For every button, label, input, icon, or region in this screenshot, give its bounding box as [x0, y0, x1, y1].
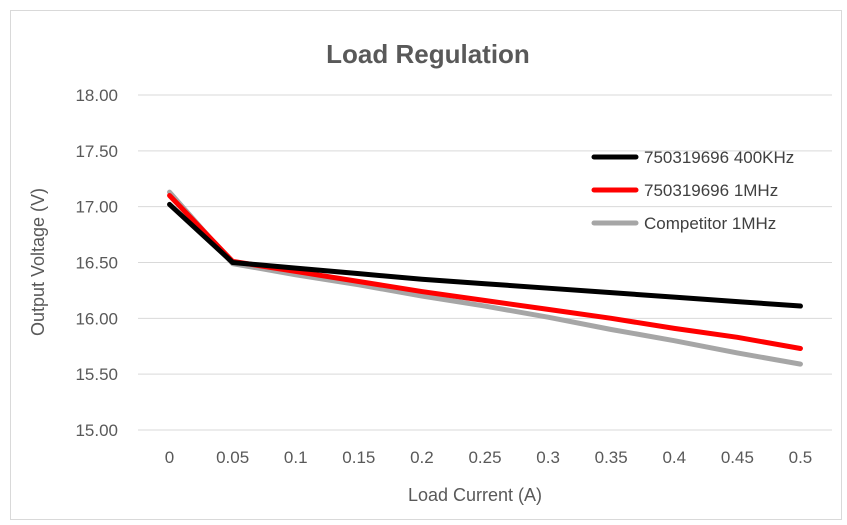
- x-tick-label: 0.5: [789, 448, 813, 467]
- chart-title: Load Regulation: [326, 39, 530, 69]
- x-tick-label: 0.1: [284, 448, 308, 467]
- y-axis-label: Output Voltage (V): [28, 188, 48, 336]
- x-axis-label: Load Current (A): [408, 485, 542, 505]
- y-axis-ticks: 15.00 15.50 16.00 16.50 17.00 17.50 18.00: [75, 86, 118, 440]
- x-tick-label: 0.15: [342, 448, 375, 467]
- y-tick-label: 18.00: [75, 86, 118, 105]
- y-tick-label: 17.50: [75, 142, 118, 161]
- series-line: [167, 201, 803, 309]
- gridlines: [138, 94, 832, 431]
- x-tick-label: 0.4: [662, 448, 686, 467]
- x-tick-label: 0: [165, 448, 174, 467]
- y-tick-label: 16.50: [75, 254, 118, 273]
- x-tick-label: 0.35: [595, 448, 628, 467]
- x-tick-label: 0.45: [721, 448, 754, 467]
- y-tick-label: 16.00: [75, 309, 118, 328]
- legend: 750319696 400KHz 750319696 1MHz Competitor…: [591, 148, 794, 233]
- y-tick-label: 17.00: [75, 198, 118, 217]
- legend-entry: Competitor 1MHz: [644, 214, 776, 233]
- x-axis-ticks: 0 0.05 0.1 0.15 0.2 0.25 0.3 0.35 0.4 0.45 0.5: [165, 448, 812, 467]
- x-tick-label: 0.2: [410, 448, 434, 467]
- x-tick-label: 0.3: [536, 448, 560, 467]
- legend-entry: 750319696 400KHz: [644, 148, 794, 167]
- series-lines: [167, 189, 803, 367]
- x-tick-label: 0.25: [468, 448, 501, 467]
- series-line: [167, 189, 803, 367]
- legend-entry: 750319696 1MHz: [644, 181, 778, 200]
- x-tick-label: 0.05: [216, 448, 249, 467]
- y-tick-label: 15.00: [75, 421, 118, 440]
- y-tick-label: 15.50: [75, 365, 118, 384]
